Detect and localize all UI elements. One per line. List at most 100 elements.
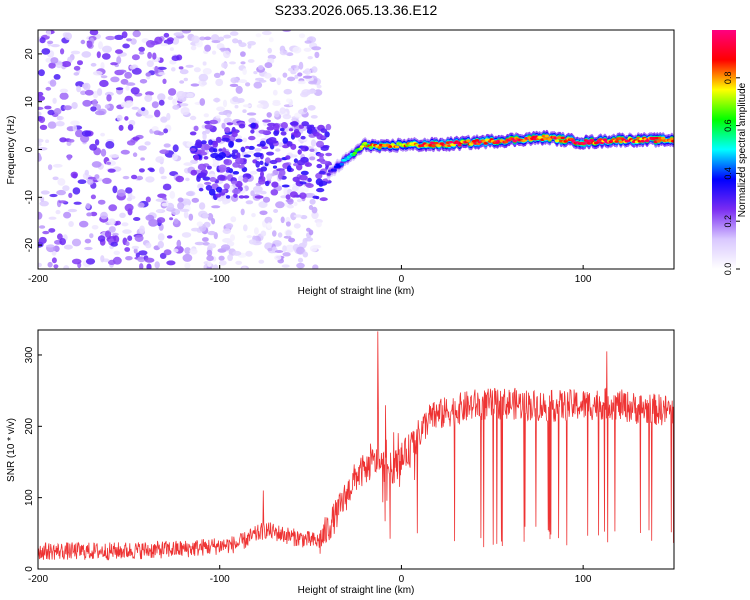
- spectrogram-cell: [207, 213, 214, 221]
- spectrogram-cell: [286, 52, 294, 57]
- spectrogram-cell: [115, 49, 123, 54]
- spectrogram-cell: [144, 94, 153, 103]
- spectrogram-cell: [121, 222, 129, 227]
- spectrogram-ridge-cell: [640, 139, 645, 143]
- spectrogram-cell: [104, 104, 111, 109]
- spectrogram-cell: [232, 149, 239, 154]
- spectrogram-cell: [234, 104, 239, 109]
- spectrogram-cell: [169, 190, 176, 199]
- spectrogram-cell: [255, 156, 260, 161]
- spectrogram-cell: [238, 195, 245, 199]
- spectrogram-cell: [297, 80, 306, 85]
- spectrogram-cell: [116, 56, 122, 65]
- spectrogram-cell: [194, 241, 205, 246]
- spectrogram-cell: [311, 211, 319, 220]
- spectrogram-cell: [267, 247, 273, 252]
- spectrogram-cell: [51, 250, 57, 256]
- spectrogram-cell: [102, 45, 112, 53]
- spectrogram-cell: [105, 35, 116, 41]
- spectrogram-cell: [171, 67, 176, 72]
- spectrogram-cell: [134, 234, 144, 242]
- spectrogram-cell: [278, 172, 283, 180]
- spectrogram-cell: [145, 196, 151, 203]
- spectrogram-cell: [97, 88, 103, 96]
- spectrogram-cell: [71, 238, 82, 247]
- spectrogram-cell: [179, 69, 189, 75]
- spectrogram-cell: [268, 37, 274, 43]
- spectrogram-cell: [306, 89, 317, 94]
- spectrogram-cell: [304, 146, 309, 151]
- spectrogram-cell: [181, 30, 192, 34]
- spectrogram-cell: [126, 140, 136, 146]
- spectrogram-cell: [52, 176, 59, 181]
- spectrogram-cell: [320, 160, 329, 165]
- spectrogram-cell: [45, 57, 53, 63]
- spectrogram-cell: [215, 115, 221, 119]
- spectrogram-cell: [96, 51, 101, 59]
- spectrogram-cell: [204, 44, 212, 52]
- spectrogram-cell: [108, 218, 116, 226]
- spectrogram-cell: [231, 180, 238, 185]
- spectrogram-cell: [235, 260, 243, 265]
- spectrogram-cell: [163, 249, 172, 256]
- spectrogram-cell: [131, 245, 140, 250]
- spectrogram-cell: [47, 40, 54, 45]
- spectrogram-cell: [185, 191, 194, 196]
- spectrogram-cell: [124, 71, 132, 79]
- spectrogram-cell: [183, 162, 193, 166]
- spectrogram-cell: [232, 38, 239, 44]
- spectrogram-cell: [250, 190, 255, 197]
- spectrogram-cell: [145, 176, 155, 183]
- spectrogram-cell: [132, 136, 140, 141]
- spectrogram-cell: [112, 232, 119, 236]
- spectrogram-cell: [124, 116, 129, 121]
- spectrogram-cell: [82, 83, 89, 89]
- spectrogram-xlabel: Height of straight line (km): [298, 286, 415, 297]
- spectrogram-cell: [319, 197, 328, 202]
- spectrogram-cell: [259, 140, 266, 147]
- spectrogram-cell: [87, 176, 96, 180]
- spectrogram-cell: [207, 243, 217, 249]
- spectrogram-cell: [101, 53, 111, 60]
- spectrogram-cell: [163, 32, 170, 38]
- spectrogram-cell: [171, 55, 180, 61]
- spectrogram-cell: [269, 77, 277, 82]
- spectrogram-cell: [167, 96, 174, 101]
- spectrogram-cell: [287, 198, 294, 205]
- spectrogram-cell: [70, 171, 79, 178]
- spectrogram-cell: [316, 140, 324, 148]
- spectrogram-cell: [98, 41, 103, 50]
- spectrogram-cell: [159, 149, 169, 154]
- spectrogram-cell: [38, 95, 46, 102]
- spectrogram-cell: [231, 131, 238, 138]
- spectrogram-cell: [73, 65, 81, 71]
- spectrogram-cell: [176, 90, 186, 99]
- spectrogram-ridge: [326, 129, 674, 181]
- spectrogram-cell: [217, 196, 223, 202]
- spectrogram-cell: [191, 197, 199, 203]
- spectrogram-cell: [94, 139, 100, 146]
- spectrogram-cell: [259, 210, 268, 216]
- spectrogram-cell: [185, 177, 190, 182]
- spectrogram-cell: [226, 240, 235, 247]
- spectrogram-cell: [218, 148, 223, 152]
- spectrogram-cell: [264, 180, 270, 187]
- spectrogram-cell: [248, 117, 257, 124]
- spectrogram-y-tick-label: -20: [24, 237, 35, 252]
- spectrogram-cell: [246, 235, 252, 239]
- spectrogram-cell: [247, 43, 252, 49]
- spectrogram-cell: [318, 180, 328, 186]
- spectrogram-cell: [287, 165, 292, 172]
- spectrogram-cell: [292, 46, 302, 54]
- spectrogram-cell: [48, 216, 57, 220]
- snr-y-tick-label: 300: [24, 346, 35, 363]
- spectrogram-cell: [67, 154, 72, 161]
- spectrogram-cell: [274, 110, 280, 118]
- spectrogram-cell: [248, 145, 255, 150]
- snr-x-ticks: -200 -100 0 100: [28, 565, 592, 585]
- spectrogram-cell: [279, 50, 288, 56]
- spectrogram-cell: [53, 264, 59, 269]
- spectrogram-cell: [126, 100, 134, 107]
- spectrogram-cell: [183, 210, 189, 219]
- spectrogram-cell: [91, 161, 102, 168]
